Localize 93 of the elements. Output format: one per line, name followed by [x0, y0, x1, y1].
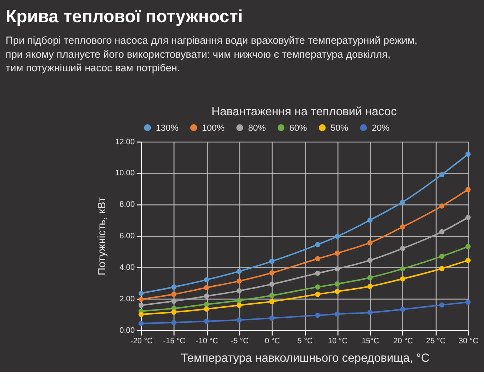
x-tick-label: 15°C — [362, 336, 380, 346]
point — [400, 246, 406, 252]
point — [440, 204, 445, 209]
text: Навантаження на тепловий насос — [212, 105, 398, 118]
x-tick-label: 20 °C — [394, 336, 414, 346]
point — [204, 294, 210, 299]
point — [315, 242, 321, 248]
legend-label: 20% — [372, 122, 390, 133]
point — [236, 288, 242, 294]
point — [236, 298, 242, 304]
point — [270, 258, 275, 264]
point — [270, 299, 275, 304]
point — [315, 292, 321, 298]
point — [204, 306, 210, 312]
legend-label: 60% — [290, 122, 308, 133]
y-tick-label: 10.00 — [115, 168, 136, 178]
chart-title: Крива теплової потужності — [6, 6, 244, 27]
point — [400, 276, 406, 282]
x-tick-label: 30 °C — [458, 336, 479, 346]
point — [171, 320, 177, 326]
point — [440, 229, 445, 235]
chart-subtitle: При підборі теплового насоса для нагрівання води враховуйте температурний режим, при якому плануєте його використовувати: чим нижчою є температура довкілля, тим потужніший насос вам потрібен. — [6, 36, 418, 75]
point — [236, 268, 242, 274]
point — [236, 278, 242, 284]
y-tick-label: 0.00 — [120, 326, 136, 335]
point — [440, 302, 445, 308]
point — [270, 282, 275, 288]
x-tick-label: 5 °C — [298, 336, 314, 346]
point — [270, 293, 275, 298]
legend-label: 50% — [330, 122, 349, 133]
legend-label: 100% — [202, 122, 225, 133]
point — [368, 218, 373, 223]
point — [400, 266, 406, 272]
point — [368, 240, 373, 246]
y-tick-label: 4.00 — [120, 262, 136, 272]
point — [171, 284, 177, 290]
y-tick-label: 12.00 — [115, 137, 136, 146]
point — [440, 172, 445, 178]
point — [270, 316, 275, 321]
x-tick-label: -15 °C — [163, 336, 186, 346]
x-tick-label: -10 °C — [196, 336, 219, 346]
point — [315, 284, 321, 290]
point — [138, 296, 144, 302]
y-tick-label: 6.00 — [120, 232, 136, 241]
point — [400, 200, 406, 205]
point — [440, 266, 445, 272]
point — [466, 300, 471, 305]
legend-label: 130% — [156, 122, 179, 133]
point — [368, 258, 373, 264]
point — [440, 254, 445, 260]
point — [204, 318, 210, 324]
point — [368, 284, 373, 290]
point — [400, 224, 406, 230]
point — [334, 250, 340, 256]
point — [315, 270, 321, 276]
x-axis-title: Температура навколишнього середовища, °C — [180, 352, 430, 366]
point — [138, 302, 144, 308]
point — [400, 306, 406, 312]
point — [171, 292, 177, 298]
point — [466, 244, 471, 250]
point — [315, 312, 321, 318]
point — [368, 275, 373, 280]
point — [204, 285, 210, 290]
y-tick-label: 2.00 — [120, 294, 136, 304]
point — [466, 187, 471, 192]
point — [368, 310, 373, 316]
y-tick-label: 8.00 — [120, 200, 136, 210]
x-tick-label: 0 °C — [264, 336, 281, 346]
x-tick-label: -5 °C — [230, 336, 250, 346]
point — [270, 270, 275, 276]
point — [315, 256, 321, 262]
point — [334, 282, 340, 287]
point — [334, 312, 340, 317]
point — [466, 215, 471, 220]
point — [334, 289, 340, 294]
point — [334, 234, 340, 240]
point — [138, 290, 144, 296]
point — [236, 302, 242, 308]
point — [204, 302, 210, 308]
x-tick-label: -20 °C — [130, 336, 154, 346]
y-axis-title: Потужність, кВт — [96, 197, 109, 276]
point — [236, 318, 242, 323]
point — [466, 152, 471, 157]
point — [138, 312, 144, 318]
point — [171, 298, 177, 304]
point — [171, 310, 177, 315]
legend-label: 80% — [248, 122, 266, 133]
x-tick-label: 10 °C — [328, 336, 348, 346]
point — [334, 266, 340, 272]
x-tick-label: 25 °C — [426, 336, 446, 346]
point — [138, 321, 144, 326]
point — [204, 277, 210, 283]
point — [466, 258, 471, 264]
